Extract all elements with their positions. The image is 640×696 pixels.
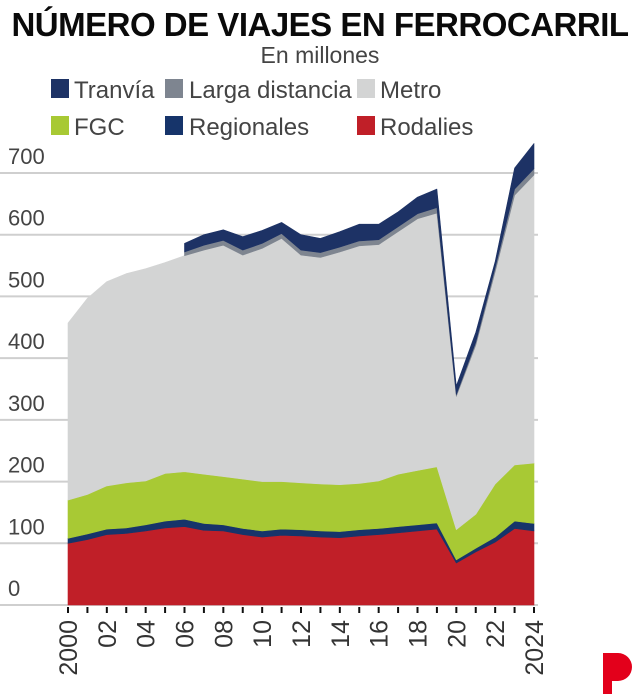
legend-swatch: [357, 116, 375, 135]
area-tranvía: [184, 143, 535, 395]
legend-label: Metro: [380, 77, 441, 104]
legend-swatch: [357, 79, 375, 98]
x-tick-label: 02: [94, 620, 122, 648]
legend-item: FGC: [51, 114, 125, 141]
legend-item: Regionales: [165, 114, 309, 141]
legend-swatch: [165, 116, 183, 135]
legend-item: Larga distancia: [165, 77, 352, 104]
y-tick-label: 600: [8, 206, 45, 231]
legend-label: Tranvía: [74, 77, 155, 104]
legend: Tranvía Larga distancia Metro FGC Regionales…: [51, 77, 473, 141]
y-tick-label: 200: [8, 453, 45, 478]
y-tick-label: 300: [8, 391, 45, 416]
y-tick-label: 100: [8, 514, 45, 539]
x-tick-label: 2000: [55, 620, 83, 676]
x-tick-label: 20: [443, 620, 471, 648]
x-tick-label: 2024: [521, 620, 549, 676]
logo: [603, 653, 632, 694]
legend-item: Rodalies: [357, 114, 473, 141]
chart-title: NÚMERO DE VIAJES EN FERROCARRIL: [11, 6, 628, 43]
legend-label: Regionales: [189, 114, 309, 141]
y-tick-label: 400: [8, 329, 45, 354]
legend-swatch: [165, 79, 183, 98]
x-tick-label: 18: [405, 620, 433, 648]
x-tick-label: 14: [327, 620, 355, 648]
y-tick-label: 500: [8, 267, 45, 292]
x-tick-label: 04: [133, 620, 161, 648]
x-axis: 2000 02 04 06 08 10 12 14 16 18 20 22 2024: [55, 607, 549, 676]
x-tick-label: 16: [366, 620, 394, 648]
legend-item: Tranvía: [51, 77, 155, 104]
y-tick-label: 0: [8, 576, 20, 601]
x-tick-label: 12: [288, 620, 316, 648]
legend-label: Larga distancia: [189, 77, 352, 104]
x-tick-label: 10: [249, 620, 277, 648]
x-tick-label: 06: [172, 620, 200, 648]
legend-swatch: [51, 79, 69, 98]
y-tick-label: 700: [8, 144, 45, 169]
x-tick-label: 08: [210, 620, 238, 648]
chart-subtitle: En millones: [261, 42, 380, 68]
legend-label: Rodalies: [380, 114, 473, 141]
areas: [67, 143, 535, 606]
legend-item: Metro: [357, 77, 441, 104]
logo-p-icon: [603, 653, 632, 694]
x-tick-label: 22: [482, 620, 510, 648]
legend-label: FGC: [74, 114, 125, 141]
legend-swatch: [51, 116, 69, 135]
area-metro: [67, 174, 535, 530]
y-axis: 0 100 200 300 400 500 600 700: [8, 144, 45, 601]
